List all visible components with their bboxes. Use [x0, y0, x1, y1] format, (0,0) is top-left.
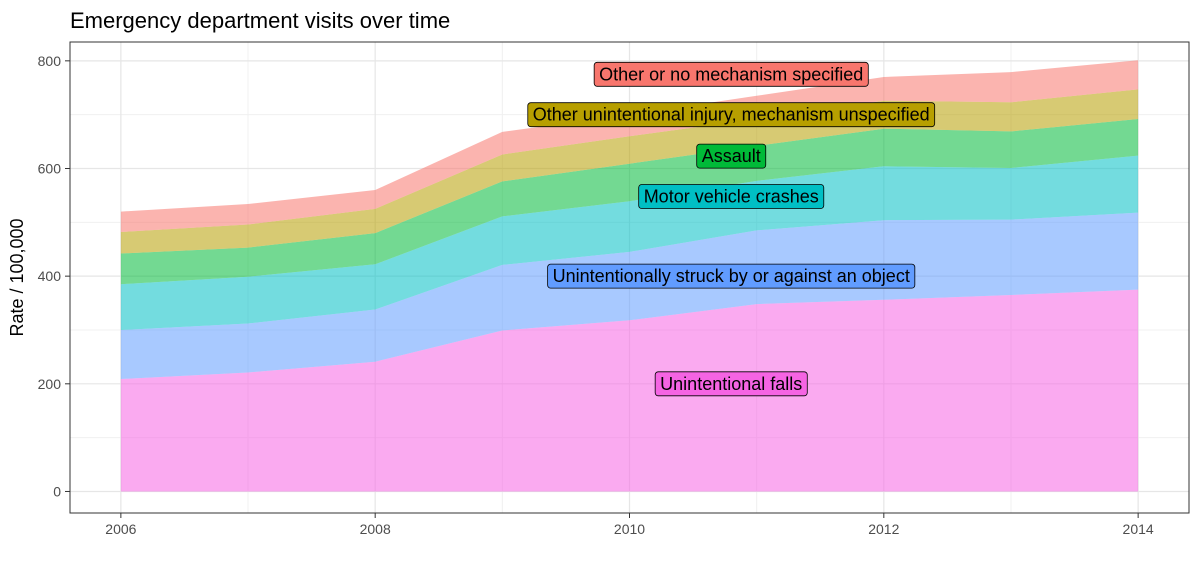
area-series-0 [120, 289, 1139, 492]
series-label-text: Assault [702, 146, 761, 166]
series-label-text: Unintentional falls [660, 374, 802, 394]
y-tick-label: 400 [38, 268, 62, 284]
series-label-box [654, 371, 808, 397]
series-label-box [527, 102, 936, 128]
x-tick-label: 2014 [1123, 521, 1154, 537]
series-label-4: Other unintentional injury, mechanism un… [527, 102, 936, 128]
chart-title: Emergency department visits over time [70, 8, 451, 33]
series-label-text: Unintentionally struck by or against an … [553, 266, 910, 286]
y-tick-label: 200 [38, 376, 62, 392]
y-tick-label: 600 [38, 160, 62, 176]
area-series-5 [120, 60, 1139, 232]
series-label-3: Assault [696, 143, 767, 169]
series-label-0: Unintentional falls [654, 371, 808, 397]
series-label-2: Motor vehicle crashes [638, 184, 825, 209]
label-layer: Other or no mechanism specified Other uni… [527, 61, 936, 397]
area-series-1 [120, 212, 1139, 379]
y-tick-label: 800 [38, 53, 62, 69]
x-tick-label: 2008 [360, 521, 391, 537]
series-label-box [696, 143, 767, 169]
area-series-4 [120, 89, 1139, 254]
series-label-text: Other or no mechanism specified [599, 64, 863, 84]
y-axis-title: Rate / 100,000 [7, 218, 27, 336]
series-label-box [547, 263, 916, 289]
series-label-1: Unintentionally struck by or against an … [547, 263, 916, 289]
x-tick-label: 2010 [614, 521, 645, 537]
x-tick-label: 2006 [105, 521, 136, 537]
area-series-2 [120, 155, 1139, 330]
area-layer [120, 60, 1139, 492]
y-tick-label: 0 [53, 483, 61, 499]
area-series-3 [120, 119, 1139, 285]
axis-layer: 0 200 400 600 800 2006 2008 2010 2012 2014 [38, 53, 1154, 537]
series-label-text: Motor vehicle crashes [644, 186, 819, 206]
x-tick-label: 2012 [868, 521, 899, 537]
series-label-box [638, 184, 825, 209]
series-label-5: Other or no mechanism specified [593, 61, 869, 87]
series-label-text: Other unintentional injury, mechanism un… [533, 105, 930, 125]
series-label-box [593, 61, 869, 87]
